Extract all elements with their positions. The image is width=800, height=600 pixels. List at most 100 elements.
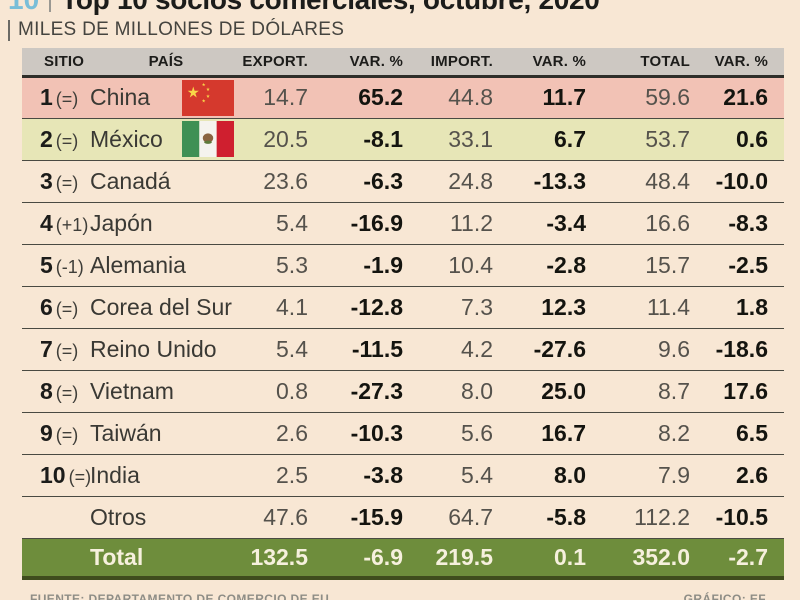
- total-var-value: -18.6: [715, 335, 768, 362]
- total-var-value: 2.6: [736, 461, 768, 488]
- export-value: 14.7: [263, 84, 308, 110]
- export-value: 5.3: [276, 251, 308, 278]
- table-row-vietnam: 8 (=) Vietnam 0.8 -27.3 8.0 25.0 8.7 17.6: [22, 370, 784, 412]
- col-header-pais: PAÍS: [148, 52, 184, 70]
- country-name: Vietnam: [90, 377, 174, 404]
- country-name: Corea del Sur: [90, 293, 232, 320]
- country-name: Alemania: [90, 251, 186, 278]
- table-row-corea-del-sur: 6 (=) Corea del Sur 4.1 -12.8 7.3 12.3 11…: [22, 286, 784, 328]
- total-value: 112.2: [634, 503, 690, 530]
- import-var-value: -2.8: [546, 251, 586, 278]
- export-var-value: -16.9: [350, 209, 403, 236]
- export-var-value: -6.3: [363, 167, 403, 194]
- export-var-value: -6.9: [363, 543, 403, 570]
- import-var-value: 12.3: [541, 293, 586, 320]
- export-var-value: -11.5: [351, 335, 403, 362]
- export-var-value: -15.9: [350, 503, 403, 530]
- total-var-value: 21.6: [723, 84, 768, 110]
- total-var-value: -8.3: [728, 209, 768, 236]
- total-value: 7.9: [658, 461, 690, 488]
- table-row-alemania: 5 (-1) Alemania 5.3 -1.9 10.4 -2.8 15.7 -…: [22, 244, 784, 286]
- rank: 9: [40, 419, 53, 446]
- total-var-value: 1.8: [736, 293, 768, 320]
- import-var-value: 16.7: [541, 419, 586, 446]
- title-divider: [49, 0, 52, 12]
- table-row-reino-unido: 7 (=) Reino Unido 5.4 -11.5 4.2 -27.6 9.6…: [22, 328, 784, 370]
- rank: 2: [40, 125, 53, 152]
- import-value: 44.8: [448, 84, 493, 110]
- country-name: China: [90, 84, 151, 110]
- col-header-total: TOTAL: [640, 52, 690, 70]
- table-row-otros: Otros 47.6 -15.9 64.7 -5.8 112.2 -10.5: [22, 496, 784, 538]
- export-var-value: -27.3: [350, 377, 403, 404]
- total-value: 8.7: [658, 377, 690, 404]
- import-var-value: 0.1: [554, 543, 586, 570]
- rank-movement: (=): [55, 424, 79, 445]
- total-label: Total: [90, 543, 144, 570]
- country-name: Otros: [90, 503, 147, 530]
- rank: 4: [40, 209, 53, 236]
- total-value: 9.6: [658, 335, 690, 362]
- total-var-value: 6.5: [736, 419, 768, 446]
- total-value: 15.7: [645, 251, 690, 278]
- total-var-value: -2.5: [728, 251, 768, 278]
- import-value: 64.7: [448, 503, 493, 530]
- rank: 8: [40, 377, 53, 404]
- import-var-value: -5.8: [546, 503, 586, 530]
- export-value: 4.1: [276, 293, 308, 320]
- rank-movement: (=): [55, 340, 79, 361]
- import-value: 5.4: [461, 461, 493, 488]
- table-row-canada: 3 (=) Canadá 23.6 -6.3 24.8 -13.3 48.4 -1…: [22, 160, 784, 202]
- export-value: 0.8: [276, 377, 308, 404]
- rank-movement: (+1): [55, 214, 89, 235]
- table-row-total: Total 132.5 -6.9 219.5 0.1 352.0 -2.7: [22, 538, 784, 578]
- rank-movement: (=): [55, 89, 79, 109]
- export-value: 5.4: [276, 335, 308, 362]
- source-credit: FUENTE: DEPARTAMENTO DE COMERCIO DE EU: [30, 592, 330, 600]
- col-header-var-export: VAR. %: [349, 52, 403, 70]
- import-value: 4.2: [461, 335, 493, 362]
- country-name: Taiwán: [90, 419, 162, 446]
- subtitle-row: MILES DE MILLONES DE DÓLARES: [8, 19, 344, 41]
- table-row-india: 10 (=) India 2.5 -3.8 5.4 8.0 7.9 2.6: [22, 454, 784, 496]
- import-var-value: 25.0: [541, 377, 586, 404]
- export-value: 2.6: [276, 419, 308, 446]
- import-value: 33.1: [448, 125, 493, 152]
- export-value: 47.6: [263, 503, 308, 530]
- import-var-value: 8.0: [554, 461, 586, 488]
- country-name: México: [90, 125, 163, 152]
- import-value: 10.4: [448, 251, 493, 278]
- units-subtitle: MILES DE MILLONES DE DÓLARES: [18, 19, 345, 40]
- subtitle-divider: [8, 19, 10, 41]
- export-value: 20.5: [263, 125, 308, 152]
- total-var-value: -2.7: [728, 543, 768, 570]
- total-value: 53.7: [645, 125, 690, 152]
- import-value: 5.6: [461, 419, 493, 446]
- total-var-value: 0.6: [736, 125, 768, 152]
- import-var-value: -3.4: [546, 209, 586, 236]
- import-value: 8.0: [461, 377, 493, 404]
- rank-movement: (=): [55, 298, 79, 319]
- country-name: India: [90, 461, 140, 488]
- country-name: Reino Unido: [90, 335, 217, 362]
- rank-movement: (=): [55, 172, 79, 193]
- total-value: 48.4: [645, 167, 690, 194]
- col-header-var-import: VAR. %: [532, 52, 586, 70]
- col-header-var-total: VAR. %: [714, 52, 768, 70]
- country-name: Canadá: [90, 167, 171, 194]
- table-header-row: SITIO PAÍS EXPORT. VAR. % IMPORT. VAR. %…: [22, 48, 784, 76]
- col-header-sitio: SITIO: [44, 52, 85, 70]
- table-row-japon: 4 (+1) Japón 5.4 -16.9 11.2 -3.4 16.6 -8.…: [22, 202, 784, 244]
- rank: 3: [40, 167, 53, 194]
- export-value: 132.5: [250, 543, 308, 570]
- import-value: 24.8: [448, 167, 493, 194]
- export-value: 5.4: [276, 209, 308, 236]
- export-var-value: -8.1: [363, 125, 403, 152]
- export-var-value: -10.3: [350, 419, 403, 446]
- total-var-value: 17.6: [723, 377, 768, 404]
- rank-movement: (=): [68, 466, 92, 487]
- table-row-china: 1 (=) China 14.7 65.2 44.8 11.7 59.6 21.6: [22, 76, 784, 118]
- rank: 1: [40, 84, 53, 110]
- page-title: Top 10 socios comerciales, octubre, 2020: [61, 0, 600, 16]
- rank: 6: [40, 293, 53, 320]
